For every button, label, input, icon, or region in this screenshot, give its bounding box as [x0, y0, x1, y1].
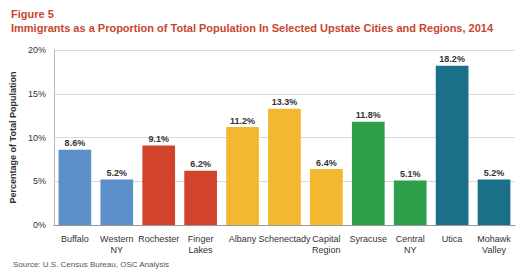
svg-text:10%: 10%	[28, 133, 46, 143]
svg-text:NY: NY	[111, 245, 124, 255]
svg-text:Region: Region	[312, 245, 341, 255]
svg-text:9.1%: 9.1%	[148, 134, 169, 144]
svg-text:Buffalo: Buffalo	[61, 234, 89, 244]
svg-text:Central: Central	[396, 234, 425, 244]
svg-text:20%: 20%	[28, 45, 46, 55]
svg-text:NY: NY	[404, 245, 417, 255]
svg-text:6.4%: 6.4%	[316, 158, 337, 168]
svg-text:Percentage of Total Population: Percentage of Total Population	[8, 72, 18, 204]
svg-text:18.2%: 18.2%	[439, 54, 465, 64]
svg-text:Rochester: Rochester	[138, 234, 179, 244]
svg-text:Mohawk: Mohawk	[477, 234, 511, 244]
svg-text:Capital: Capital	[312, 234, 340, 244]
svg-text:Western: Western	[100, 234, 133, 244]
svg-text:6.2%: 6.2%	[190, 159, 211, 169]
svg-text:Figure 5: Figure 5	[11, 8, 54, 20]
svg-text:Valley: Valley	[482, 245, 506, 255]
svg-text:5%: 5%	[33, 176, 46, 186]
svg-text:11.8%: 11.8%	[356, 110, 381, 120]
svg-text:Schenectady: Schenectady	[258, 234, 311, 244]
svg-text:0%: 0%	[33, 220, 46, 230]
svg-text:11.2%: 11.2%	[230, 116, 255, 126]
svg-text:15%: 15%	[28, 89, 46, 99]
svg-text:8.6%: 8.6%	[65, 138, 86, 148]
svg-text:Immigrants as a Proportion of: Immigrants as a Proportion of Total Popu…	[11, 22, 494, 34]
svg-text:5.2%: 5.2%	[484, 168, 505, 178]
svg-text:Finger: Finger	[188, 234, 214, 244]
svg-text:13.3%: 13.3%	[272, 97, 298, 107]
svg-text:Utica: Utica	[442, 234, 463, 244]
svg-text:Source: U.S. Census Bureau, OS: Source: U.S. Census Bureau, OSC Analysis	[13, 260, 169, 269]
svg-text:Syracuse: Syracuse	[350, 234, 388, 244]
svg-text:Lakes: Lakes	[189, 245, 214, 255]
svg-text:Albany: Albany	[229, 234, 257, 244]
svg-text:5.1%: 5.1%	[400, 169, 421, 179]
svg-text:5.2%: 5.2%	[107, 168, 128, 178]
